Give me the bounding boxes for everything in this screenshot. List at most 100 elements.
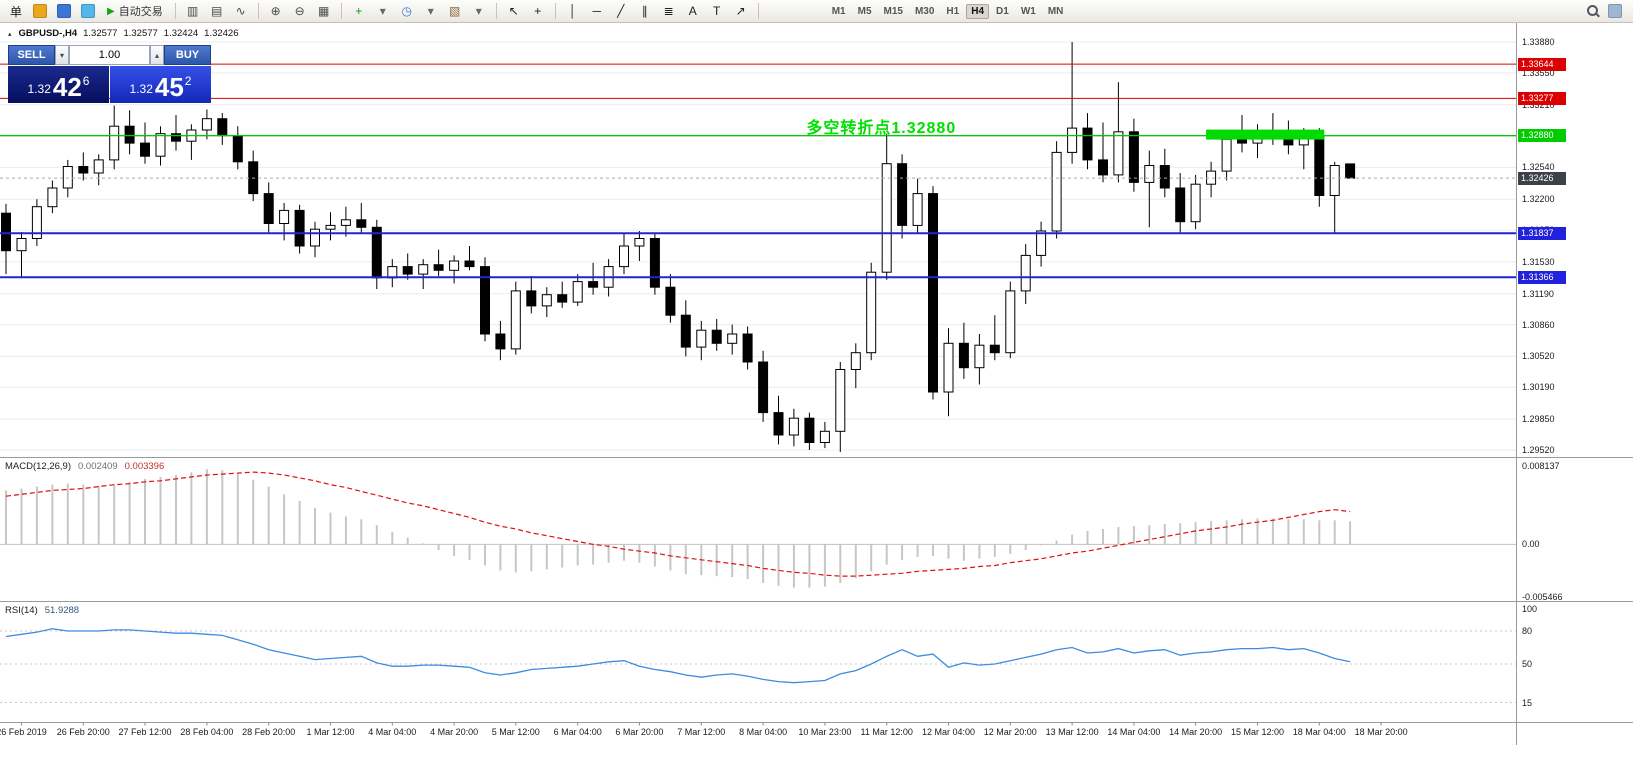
time-tick-label: 18 Mar 20:00 bbox=[1354, 727, 1408, 737]
price-tick-label: 1.29520 bbox=[1522, 445, 1555, 455]
template-button[interactable]: ▧ bbox=[449, 4, 461, 18]
time-tick-label: 6 Mar 04:00 bbox=[553, 727, 602, 737]
timeframe-MN[interactable]: MN bbox=[1047, 5, 1064, 17]
zoom-out-icon[interactable]: ⊖ bbox=[294, 4, 305, 18]
volume-increase-button[interactable]: ▴ bbox=[150, 45, 164, 65]
macd-axis-label: 0.008137 bbox=[1522, 461, 1560, 471]
market-watch-icon bbox=[57, 4, 71, 18]
time-tick-label: 6 Mar 20:00 bbox=[615, 727, 664, 737]
rsi-line bbox=[5, 628, 1351, 684]
panel-separators[interactable] bbox=[0, 23, 1633, 745]
toolbar-separator bbox=[554, 3, 556, 19]
volume-decrease-button[interactable]: ▾ bbox=[55, 45, 69, 65]
cursor-icon[interactable]: ↖ bbox=[508, 4, 519, 18]
price-tick-label: 1.32540 bbox=[1522, 162, 1555, 173]
buy-button[interactable]: BUY bbox=[164, 45, 211, 65]
sell-price-button[interactable]: 1.32 42 6 bbox=[8, 66, 109, 103]
search-icon[interactable] bbox=[1586, 4, 1600, 18]
time-tick-label: 1 Mar 12:00 bbox=[306, 727, 355, 737]
price-axis[interactable]: 1.338801.335501.332101.328701.325401.322… bbox=[1516, 23, 1633, 745]
volume-input[interactable]: 1.00 bbox=[69, 45, 150, 65]
open-chart-icon[interactable] bbox=[1608, 4, 1622, 18]
level-price-badge[interactable]: 1.31366 bbox=[1518, 270, 1566, 284]
otc-price-row: 1.32 42 6 1.32 45 2 bbox=[8, 66, 211, 103]
equidistant-channel-icon[interactable]: ∥ bbox=[641, 4, 648, 18]
line-chart-icon[interactable]: ∿ bbox=[235, 4, 246, 18]
navigator-icon[interactable] bbox=[77, 2, 99, 20]
time-tick-label: 4 Mar 04:00 bbox=[368, 727, 417, 737]
sell-button[interactable]: SELL bbox=[8, 45, 55, 65]
candlestick-chart-icon[interactable]: ▤ bbox=[211, 4, 223, 18]
period-button[interactable]: ◷ bbox=[401, 4, 412, 18]
buy-price-big: 45 bbox=[154, 72, 184, 102]
toolbar-spacer bbox=[765, 11, 825, 12]
rsi-axis-label: 80 bbox=[1522, 626, 1533, 636]
rsi-axis-label: 100 bbox=[1522, 604, 1538, 614]
period-dropdown-icon[interactable]: ▾ bbox=[427, 4, 434, 18]
timeframe-W1[interactable]: W1 bbox=[1020, 5, 1036, 17]
buy-price-button[interactable]: 1.32 45 2 bbox=[110, 66, 211, 103]
trendline-icon[interactable]: ╱ bbox=[617, 4, 625, 18]
text-icon[interactable]: A bbox=[688, 4, 697, 18]
macd-axis-label: 0.00 bbox=[1522, 539, 1540, 550]
ohlc-low: 1.32424 bbox=[163, 28, 199, 39]
rsi-axis-label: 50 bbox=[1522, 659, 1533, 669]
collapse-icon[interactable]: ▴ bbox=[8, 30, 12, 38]
level-price-badge[interactable]: 1.33277 bbox=[1518, 91, 1566, 105]
indicators-button[interactable]: + bbox=[355, 4, 363, 18]
toolbar-separator bbox=[174, 3, 176, 19]
arrows-icon[interactable]: ↗ bbox=[735, 4, 746, 18]
time-tick-label: 7 Mar 12:00 bbox=[677, 727, 726, 737]
toolbar-separator bbox=[495, 3, 497, 19]
time-tick-label: 12 Mar 20:00 bbox=[983, 727, 1037, 737]
template-dropdown-icon[interactable]: ▾ bbox=[475, 4, 482, 18]
horizontal-line-icon[interactable]: ─ bbox=[592, 4, 601, 18]
otc-top-row: SELL ▾ 1.00 ▴ BUY bbox=[8, 45, 211, 65]
autotrade-button[interactable]: ▶ 自动交易 bbox=[101, 2, 169, 20]
market-watch-icon[interactable] bbox=[53, 2, 75, 20]
timeframe-M5[interactable]: M5 bbox=[857, 5, 872, 17]
pivot-highlight-rect[interactable] bbox=[1206, 129, 1325, 140]
rsi-value: 51.9288 bbox=[44, 605, 80, 616]
text-label-icon[interactable]: T bbox=[713, 4, 721, 18]
level-price-badge[interactable]: 1.32880 bbox=[1518, 129, 1566, 143]
timeframe-M1[interactable]: M1 bbox=[831, 5, 846, 17]
macd-title: MACD(12,26,9) bbox=[5, 461, 71, 472]
time-tick-label: 15 Mar 12:00 bbox=[1230, 727, 1285, 737]
price-tick-label: 1.30520 bbox=[1522, 351, 1555, 362]
crosshair-icon[interactable]: + bbox=[534, 4, 542, 18]
timeframe-M15[interactable]: M15 bbox=[883, 5, 903, 17]
macd-main-value: 0.002409 bbox=[78, 461, 118, 472]
timeframe-H1[interactable]: H1 bbox=[946, 5, 960, 17]
indicators-dropdown-icon[interactable]: ▾ bbox=[379, 4, 386, 18]
level-price-badge[interactable]: 1.33644 bbox=[1518, 57, 1566, 71]
toolbar-separator bbox=[757, 3, 759, 19]
time-tick-label: 12 Mar 04:00 bbox=[921, 727, 976, 737]
level-price-badge[interactable]: 1.31837 bbox=[1518, 226, 1566, 240]
price-tick-label: 1.31530 bbox=[1522, 256, 1555, 267]
zoom-in-icon[interactable]: ⊕ bbox=[270, 4, 281, 18]
buy-price-sup: 2 bbox=[184, 74, 192, 88]
toolbar-right-group bbox=[1586, 4, 1628, 18]
time-tick-label: 14 Mar 20:00 bbox=[1169, 727, 1223, 737]
time-axis[interactable]: 26 Feb 2019 26 Feb 20:00 27 Feb 12:00 28 Fe… bbox=[0, 723, 1516, 745]
time-tick-label: 26 Feb 20:00 bbox=[56, 727, 110, 737]
tile-windows-icon[interactable]: ▦ bbox=[318, 4, 330, 18]
macd-indicator-header: MACD(12,26,9) 0.002409 0.003396 bbox=[5, 461, 164, 472]
price-tick-label: 1.29850 bbox=[1522, 414, 1555, 425]
time-tick-label: 8 Mar 04:00 bbox=[739, 727, 788, 737]
new-order-button[interactable]: 单 bbox=[9, 4, 22, 19]
timeframe-M30[interactable]: M30 bbox=[914, 5, 935, 17]
fibonacci-icon[interactable]: ≣ bbox=[663, 4, 674, 18]
level-lines[interactable] bbox=[0, 63, 1516, 279]
chart-window-icon[interactable] bbox=[29, 2, 51, 20]
rsi-indicator-header: RSI(14) 51.9288 bbox=[5, 605, 79, 616]
toolbar-left-group: 单 ▶ 自动交易 ▥ ▤ ∿ ⊕ ⊖ ▦ + ▾ ◷ ▾ ▧ ▾ ↖ + │ ─ ╱ ∥ ≣ A T ↗ M1 M5 M15 M30 H1… bbox=[5, 2, 1068, 20]
bar-chart-icon[interactable]: ▥ bbox=[187, 4, 199, 18]
navigator-icon bbox=[81, 4, 95, 18]
vertical-line-icon[interactable]: │ bbox=[568, 4, 577, 18]
timeframe-H4[interactable]: H4 bbox=[966, 3, 990, 19]
rsi-title: RSI(14) bbox=[5, 605, 38, 616]
timeframe-D1[interactable]: D1 bbox=[996, 5, 1009, 17]
